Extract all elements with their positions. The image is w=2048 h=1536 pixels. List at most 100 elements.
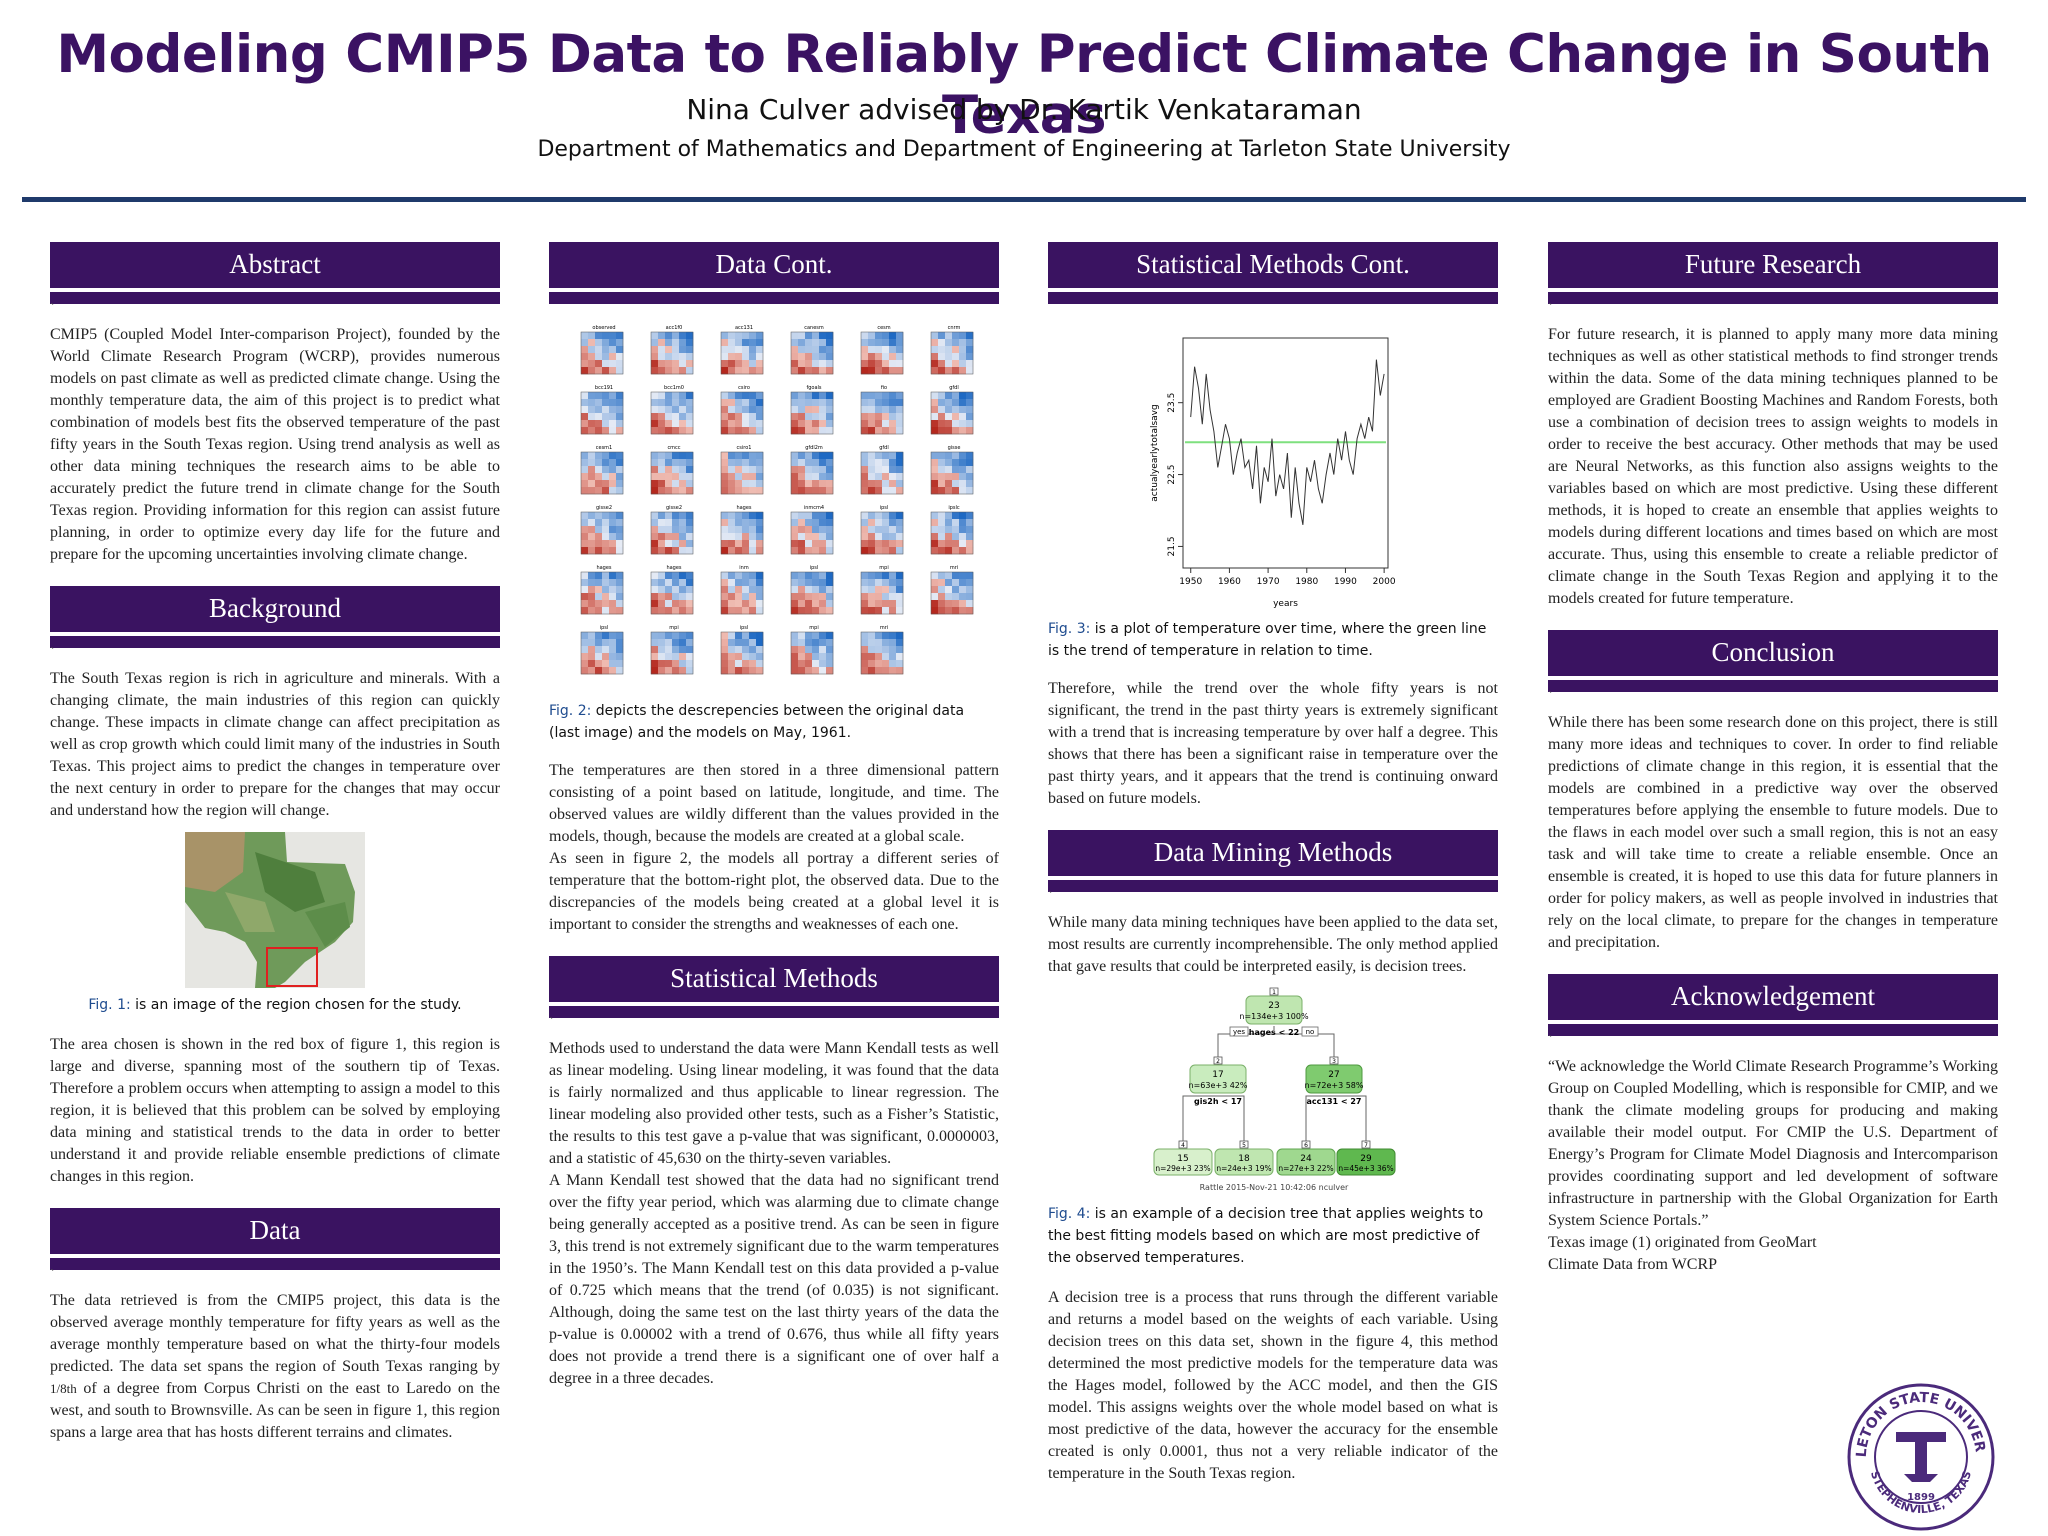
heatmap-cell	[749, 360, 757, 368]
heatmap-cell	[665, 339, 673, 347]
heatmap-cell	[658, 646, 666, 654]
heatmap-cell	[749, 406, 757, 414]
heatmap-cell	[679, 413, 687, 421]
heatmap-cell	[798, 459, 806, 467]
heatmap-cell	[819, 399, 827, 407]
heatmap-cell	[602, 547, 610, 555]
heatmap-cell	[602, 392, 610, 400]
heatmap-panel: gfdl	[930, 385, 974, 435]
heatmap-cell	[588, 339, 596, 347]
heatmap-cell	[616, 586, 624, 594]
stat-cont-text: Therefore, while the trend over the whol…	[1048, 680, 1498, 807]
heatmap-cell	[896, 593, 904, 601]
heatmap-cell	[581, 533, 589, 541]
heatmap-cell	[658, 572, 666, 580]
heatmap-cell	[882, 406, 890, 414]
heatmap-cell	[896, 353, 904, 361]
heatmap-cell	[798, 452, 806, 460]
heatmap-cell	[756, 540, 764, 548]
heatmap-cell	[658, 367, 666, 375]
heatmap-cell	[812, 399, 820, 407]
heatmap-cell	[602, 399, 610, 407]
heatmap-cell	[959, 466, 967, 474]
heatmap-cell	[966, 406, 974, 414]
heatmap-cell	[798, 427, 806, 435]
heatmap-cell	[756, 487, 764, 495]
heatmap-cell	[805, 519, 813, 527]
heatmap-cell	[798, 473, 806, 481]
heatmap-cell	[756, 579, 764, 587]
heatmap-cell	[952, 487, 960, 495]
heatmap-cell	[588, 593, 596, 601]
heatmap-cell	[595, 519, 603, 527]
heatmap-cell	[826, 399, 834, 407]
tree-leaf-stats: n=45e+3 36%	[1338, 1164, 1393, 1173]
heatmap-cell	[581, 632, 589, 640]
heatmap-cell	[861, 480, 869, 488]
fig4-label: Fig. 4:	[1048, 1206, 1091, 1222]
heatmap-cell	[861, 452, 869, 460]
heatmap-cell	[672, 540, 680, 548]
heatmap-cell	[679, 639, 687, 647]
heatmap-cell	[868, 339, 876, 347]
heatmap-cell	[812, 413, 820, 421]
heatmap-cell	[581, 600, 589, 608]
heatmap-cell	[728, 473, 736, 481]
heatmap-cell	[805, 653, 813, 661]
heatmap-cell	[651, 360, 659, 368]
heatmap-cell	[686, 533, 694, 541]
heatmap-cell	[609, 519, 617, 527]
heatmap-cell	[609, 339, 617, 347]
heatmap-cell	[609, 332, 617, 340]
heatmap-cell	[665, 473, 673, 481]
heatmap-cell	[609, 360, 617, 368]
heatmap-cell	[812, 660, 820, 668]
heatmap-cell	[868, 399, 876, 407]
heatmap-cell	[791, 607, 799, 615]
heatmap-cell	[882, 466, 890, 474]
heatmap-cell	[882, 632, 890, 640]
heatmap-cell	[686, 480, 694, 488]
heatmap-cell	[812, 420, 820, 428]
heatmap-cell	[595, 406, 603, 414]
tree-leaf-value: 15	[1177, 1154, 1188, 1164]
heatmap-cell	[672, 487, 680, 495]
heatmap-panel-title: hages	[596, 565, 611, 571]
heatmap-cell	[588, 406, 596, 414]
heatmap-cell	[756, 533, 764, 541]
heatmap-cell	[945, 346, 953, 354]
heatmap-cell	[931, 586, 939, 594]
heatmap-cell	[658, 600, 666, 608]
heatmap-cell	[945, 339, 953, 347]
heatmap-cell	[896, 540, 904, 548]
heatmap-cell	[665, 406, 673, 414]
heatmap-cell	[602, 353, 610, 361]
heatmap-cell	[875, 593, 883, 601]
tree-left-split: gis2h < 17	[1194, 1097, 1242, 1106]
heatmap-cell	[665, 667, 673, 675]
heatmap-panel: ipsl	[860, 505, 904, 555]
heatmap-cell	[938, 360, 946, 368]
heatmap-cell	[812, 572, 820, 580]
heatmap-cell	[875, 360, 883, 368]
heatmap-cell	[826, 353, 834, 361]
heatmap-cell	[616, 540, 624, 548]
heatmap-cell	[651, 420, 659, 428]
heatmap-cell	[875, 392, 883, 400]
heatmap-cell	[931, 607, 939, 615]
heatmap-cell	[798, 586, 806, 594]
heatmap-cell	[756, 473, 764, 481]
heatmap-cell	[665, 353, 673, 361]
y-tick-label: 21.5	[1167, 536, 1177, 556]
heatmap-cell	[749, 547, 757, 555]
heatmap-cell	[819, 367, 827, 375]
heatmap-cell	[952, 360, 960, 368]
heatmap-cell	[945, 473, 953, 481]
heatmap-cell	[588, 632, 596, 640]
heatmap-cell	[721, 660, 729, 668]
heatmap-cell	[959, 586, 967, 594]
tree-left-stats: n=63e+3 42%	[1189, 1081, 1248, 1090]
heatmap-cell	[812, 639, 820, 647]
heatmap-cell	[931, 339, 939, 347]
heatmap-frame	[930, 391, 974, 435]
